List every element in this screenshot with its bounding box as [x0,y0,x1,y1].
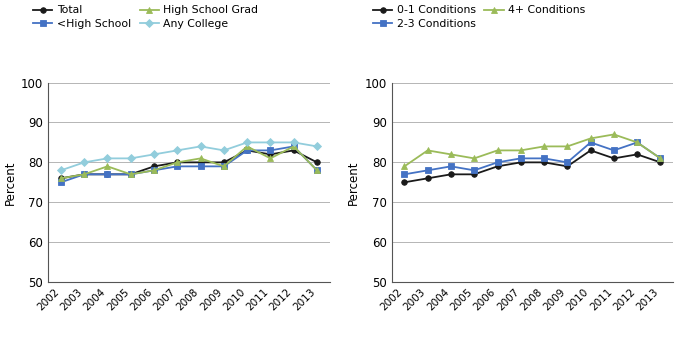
Legend: Total, <High School, High School Grad, Any College: Total, <High School, High School Grad, A… [33,6,258,29]
Y-axis label: Percent: Percent [348,160,360,205]
Y-axis label: Percent: Percent [4,160,16,205]
Legend: 0-1 Conditions, 2-3 Conditions, 4+ Conditions: 0-1 Conditions, 2-3 Conditions, 4+ Condi… [373,6,585,29]
